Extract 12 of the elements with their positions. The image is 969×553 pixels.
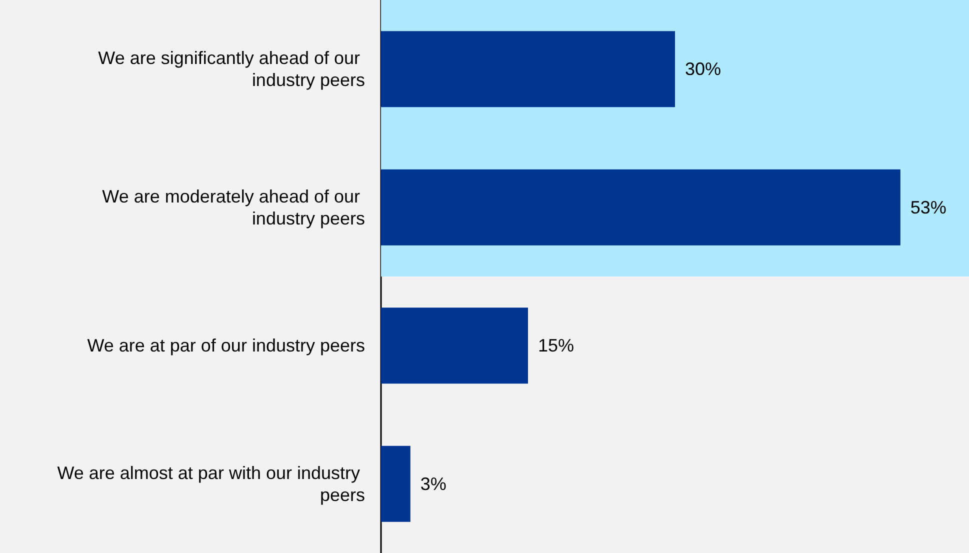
bar [381, 31, 675, 108]
bar [381, 446, 410, 522]
y-tick-label: We are at par of our industry peers [87, 336, 365, 356]
bar [381, 308, 528, 384]
y-tick-label: We are significantly ahead of our industry peers [98, 48, 365, 90]
data-label: 3% [420, 474, 446, 494]
data-label: 53% [910, 197, 946, 218]
y-tick-label: We are moderately ahead of our industry peers [102, 186, 365, 228]
bar [381, 169, 900, 246]
data-label: 15% [538, 336, 574, 356]
y-tick-label: We are almost at par with our industry peers [57, 462, 365, 505]
data-label: 30% [685, 59, 722, 80]
